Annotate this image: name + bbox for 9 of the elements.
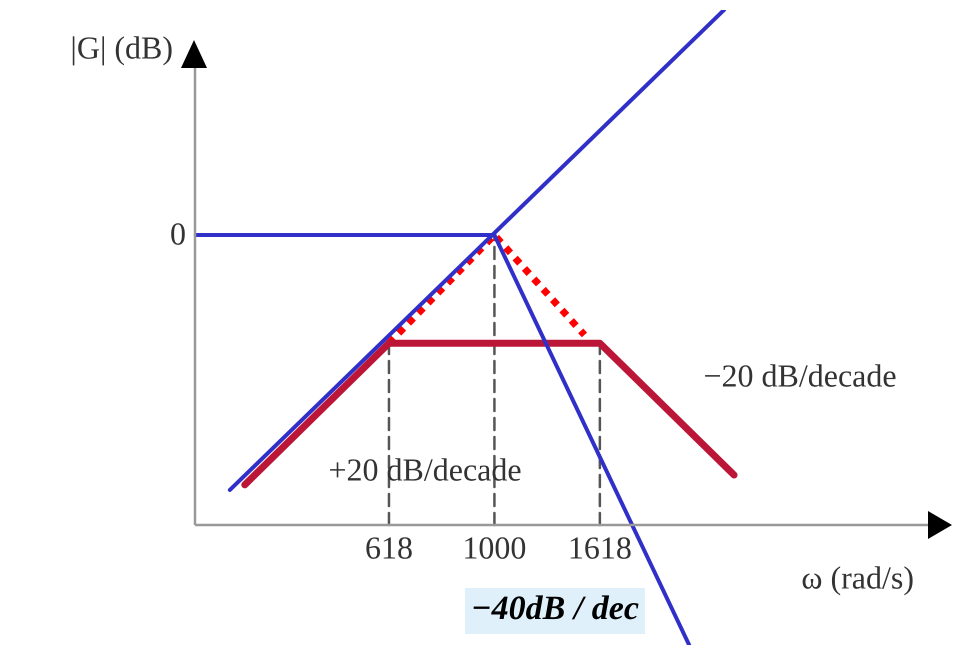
annotation: +20 dB/decade <box>328 451 522 488</box>
x-axis-title: ω (rad/s) <box>801 559 914 596</box>
annotation: −40dB / dec <box>471 590 639 627</box>
x-tick-label: 618 <box>364 530 413 566</box>
text: 0 <box>170 215 186 252</box>
y-axis-title: |G| (dB) <box>70 29 173 66</box>
annotation: −20 dB/decade <box>703 357 897 394</box>
x-tick-label: 1618 <box>568 530 632 566</box>
x-tick-label: 1000 <box>462 530 526 566</box>
